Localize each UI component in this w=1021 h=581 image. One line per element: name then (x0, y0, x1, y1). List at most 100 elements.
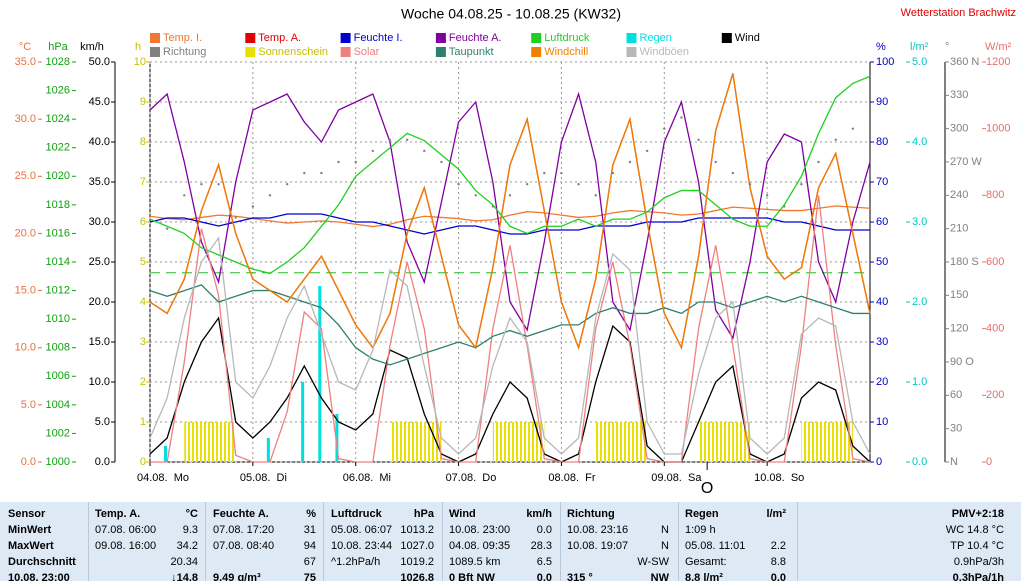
sunshine-bar (801, 422, 819, 462)
y-tick-label: 10.0 (15, 342, 36, 354)
extra-text: WC 14.8 °C (945, 524, 1004, 536)
header-cell: Richtung (567, 508, 615, 520)
row-label: Durchschnitt (8, 556, 76, 568)
sunshine-bar (492, 422, 510, 462)
y-tick-label: 1024 (46, 113, 70, 125)
y-tick-label: 45.0 (89, 96, 110, 108)
y-tick-label: 330 (950, 89, 968, 101)
sunshine-bar (218, 422, 236, 462)
direction-dot (234, 216, 237, 219)
header-cell: Regen (685, 508, 719, 520)
legend-label: Feuchte I. (354, 32, 403, 44)
y-tick-label: 600 (986, 256, 1004, 268)
y-tick-label: 1022 (46, 142, 70, 154)
y-tick-label: 200 (986, 389, 1004, 401)
axis-label: km/h (80, 41, 104, 53)
direction-dot (423, 149, 426, 153)
x-tick-label: 09.08. Sa (651, 472, 702, 484)
legend-label: Temp. A. (258, 32, 301, 44)
y-tick-label: 150 (950, 289, 968, 301)
y-tick-label: 7 (140, 176, 146, 188)
y-tick-label: 360 N (950, 56, 979, 68)
rain-bar (301, 382, 305, 462)
direction-dot (457, 183, 460, 186)
legend-label: Sonnenschein (258, 46, 328, 58)
y-tick-label: 1028 (46, 56, 70, 68)
legend-label: Regen (640, 32, 672, 44)
y-tick-label: 20.0 (89, 296, 110, 308)
y-tick-label: 120 (950, 323, 968, 335)
summary-table: Sensor Temp. A. °C Feuchte A.% Luftdruck hPa W… (0, 502, 1021, 581)
header-unit: hPa (413, 508, 434, 520)
y-tick-label: 10 (134, 56, 146, 68)
y-tick-label: 0 (986, 456, 992, 468)
rain-bar (164, 446, 167, 462)
y-tick-label: 35.0 (15, 56, 36, 68)
legend-swatch (721, 33, 732, 43)
y-tick-label: 80 (876, 136, 888, 148)
rain-bar (266, 438, 270, 462)
axis-label: l/m² (910, 41, 929, 53)
cell-text: 9.49 g/m³ (213, 572, 261, 581)
legend-swatch (435, 33, 446, 43)
direction-dot (337, 160, 340, 164)
direction-dot (165, 227, 169, 230)
chart: Woche 04.08.25 - 10.08.25 (KW32) Wetters… (15, 6, 1016, 498)
cell-text: 10.08. 23:00 (449, 524, 511, 536)
y-tick-label: 10 (876, 416, 888, 428)
direction-dot (491, 205, 495, 208)
y-tick-label: 50.0 (89, 56, 110, 68)
now-marker: O (701, 480, 713, 497)
header-cell: Wind (449, 508, 476, 520)
cell-value: 94 (303, 540, 316, 552)
sunshine-bar (715, 422, 733, 462)
direction-dot (680, 116, 683, 119)
extra-text: TP 10.4 °C (950, 540, 1004, 552)
series-line (149, 236, 871, 455)
y-tick-label: 25.0 (15, 170, 36, 182)
direction-dot (217, 183, 220, 186)
cell-text: 10.08. 23:16 (567, 524, 629, 536)
direction-dot (800, 183, 803, 186)
cell-text: 05.08. 11:01 (685, 540, 746, 552)
direction-dot (817, 160, 820, 164)
y-tick-label: 400 (986, 323, 1004, 335)
legend-label: Windchill (544, 46, 588, 58)
header-unit: % (306, 508, 316, 520)
cell-text: 0 Bft NW (449, 572, 495, 581)
direction-dot (731, 171, 735, 175)
y-tick-label: 40 (876, 296, 888, 308)
legend-label: Temp. I. (163, 32, 202, 44)
header-cell: Feuchte A. (213, 508, 269, 520)
series-line (149, 91, 871, 340)
y-tick-label: 0 (140, 456, 146, 468)
axis-label: h (135, 41, 141, 53)
axis-label: hPa (48, 41, 68, 53)
y-tick-label: 100 (876, 56, 894, 68)
y-tick-label: 15.0 (15, 284, 36, 296)
y-tick-label: 1008 (46, 342, 70, 354)
header-cell: Temp. A. (95, 508, 141, 520)
series-line (149, 316, 871, 463)
direction-dot (783, 205, 786, 208)
y-tick-label: N (950, 456, 958, 468)
axis-label: W/m² (985, 41, 1012, 53)
direction-dot (200, 183, 203, 186)
legend-swatch (435, 47, 446, 57)
direction-dot (834, 138, 837, 141)
y-tick-label: 270 W (950, 156, 982, 168)
header-cell: PMV+2:18 (951, 508, 1004, 520)
series-line (149, 284, 870, 366)
legend-swatch (531, 47, 542, 57)
y-tick-label: 0.0 (21, 456, 36, 468)
header-unit: l/m² (766, 508, 786, 520)
y-tick-label: 90 (876, 96, 888, 108)
sunshine-bar (407, 422, 425, 462)
row-label: 10.08. 23:00 (8, 572, 70, 581)
y-tick-label: 3.0 (912, 216, 927, 228)
direction-dot (440, 160, 443, 164)
rain-bar (318, 286, 322, 462)
y-tick-label: 90 O (950, 356, 974, 368)
y-tick-label: 60 (876, 216, 888, 228)
direction-dot (645, 149, 649, 153)
